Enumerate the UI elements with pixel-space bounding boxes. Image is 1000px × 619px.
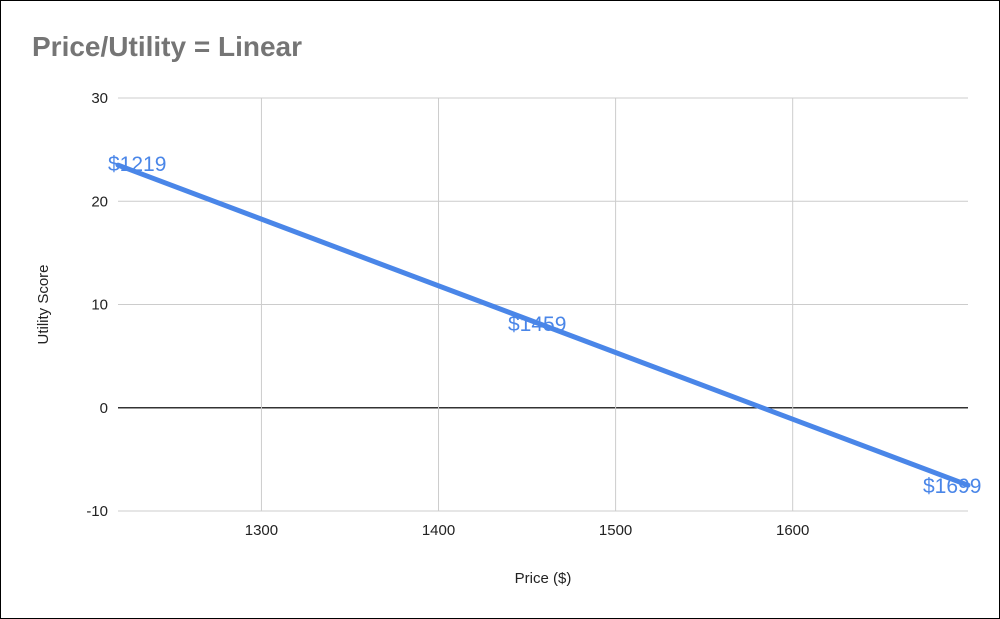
- chart-title: Price/Utility = Linear: [32, 31, 302, 62]
- x-tick-label: 1600: [776, 522, 809, 539]
- x-tick-label: 1300: [245, 522, 278, 539]
- x-tick-label: 1400: [422, 522, 455, 539]
- y-tick-label: 0: [100, 400, 108, 417]
- y-tick-label: -10: [86, 503, 108, 520]
- y-tick-label: 10: [91, 297, 108, 314]
- y-tick-label: 30: [91, 90, 108, 107]
- x-axis-label: Price ($): [515, 570, 572, 587]
- series-line: [115, 162, 971, 488]
- data-label: $1459: [508, 313, 566, 336]
- data-label: $1699: [923, 475, 981, 498]
- x-tick-label: 1500: [599, 522, 632, 539]
- data-label: $1219: [108, 153, 166, 176]
- y-axis-label: Utility Score: [35, 264, 52, 344]
- y-tick-label: 20: [91, 193, 108, 210]
